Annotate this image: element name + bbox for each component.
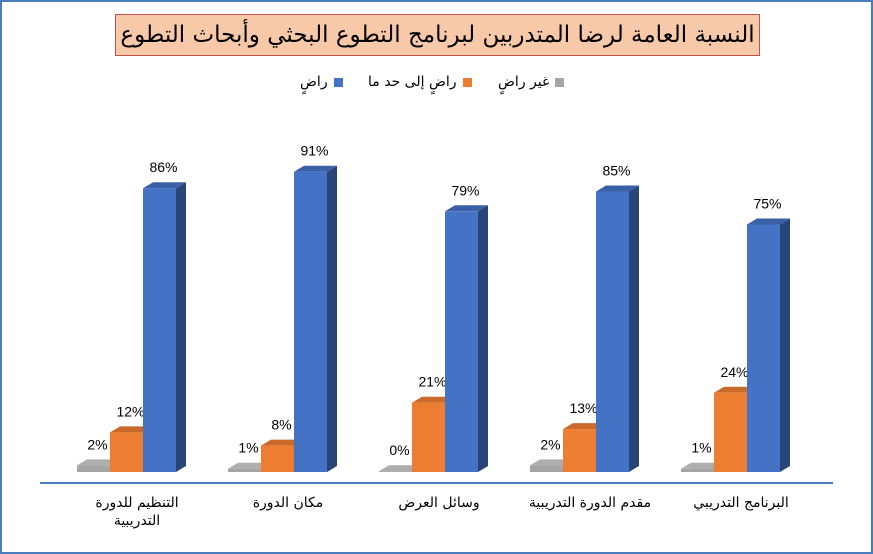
bar-organization-not-satisfied-top [77,459,120,466]
data-label-organization-satisfied: 86% [149,159,177,175]
category-label-presenter: مقدم الدورة التدريبية [528,495,652,511]
legend-swatch-somewhat-satisfied [462,77,472,87]
bar-training-program-not-satisfied-top [681,462,724,469]
bar-venue-satisfied [294,171,327,472]
bar-presentation-tools-not-satisfied [379,471,412,472]
data-label-presentation-tools-satisfied: 79% [451,182,479,198]
data-label-presenter-somewhat-satisfied: 13% [569,400,597,416]
chart-title: النسبة العامة لرضا المتدربين لبرنامج الت… [115,14,760,56]
legend-item-satisfied: راضٍ [300,70,343,94]
bar-presentation-tools-somewhat-satisfied-top [412,396,455,403]
legend-label-not-satisfied: غير راضٍ [498,74,550,90]
bar-organization-not-satisfied [77,465,110,472]
legend-label-satisfied: راضٍ [300,74,328,90]
bar-venue-somewhat-satisfied [261,445,294,472]
bar-training-program-somewhat-satisfied-top [714,386,757,393]
data-label-training-program-somewhat-satisfied: 24% [720,364,748,380]
bar-presentation-tools-somewhat-satisfied [412,402,445,472]
bar-organization-satisfied [143,188,176,472]
data-label-presenter-not-satisfied: 2% [540,436,560,452]
chart-title-text: النسبة العامة لرضا المتدربين لبرنامج الت… [120,22,755,48]
bar-presenter-satisfied-top [596,185,639,192]
legend-item-not-satisfied: غير راضٍ [498,70,565,94]
legend-label-somewhat-satisfied: راضٍ إلى حد ما [368,74,457,90]
data-label-organization-somewhat-satisfied: 12% [116,403,144,419]
legend-swatch-not-satisfied [555,77,565,87]
bar-training-program-satisfied [747,224,780,472]
bar-presentation-tools-satisfied-side [478,205,488,473]
bar-venue-not-satisfied-top [228,462,271,469]
bar-organization-satisfied-side [176,182,186,472]
bar-presenter-satisfied-side [629,185,639,472]
bar-venue-satisfied-side [327,165,337,472]
data-label-venue-satisfied: 91% [300,143,328,159]
bar-training-program-somewhat-satisfied [714,392,747,472]
bar-presenter-satisfied [596,191,629,472]
bar-venue-somewhat-satisfied-top [261,439,304,446]
data-label-presentation-tools-somewhat-satisfied: 21% [418,374,446,390]
bar-presentation-tools-satisfied-top [445,205,488,212]
bar-organization-somewhat-satisfied-top [110,426,153,433]
bar-training-program-satisfied-side [780,218,790,472]
bar-training-program-satisfied-top [747,218,790,225]
category-label-training-program: البرنامج التدريبي [693,495,789,511]
bar-presenter-somewhat-satisfied [563,429,596,472]
category-label-organization: التنظيم للدورة التدريبية [95,495,179,529]
bar-presentation-tools-satisfied [445,211,478,473]
legend-item-somewhat-satisfied: راضٍ إلى حد ما [368,70,472,94]
chart-legend: راضٍ راضٍ إلى حد ما غير راضٍ [0,70,873,94]
bar-training-program-not-satisfied [681,468,714,472]
data-label-training-program-satisfied: 75% [753,196,781,212]
data-label-venue-somewhat-satisfied: 8% [271,417,291,433]
bar-presenter-not-satisfied-top [530,459,573,466]
data-label-organization-not-satisfied: 2% [87,436,107,452]
bar-presenter-not-satisfied [530,465,563,472]
category-label-presentation-tools: وسائل العرض [398,495,480,511]
bar-organization-somewhat-satisfied [110,432,143,472]
category-label-venue: مكان الدورة [252,495,324,511]
data-label-training-program-not-satisfied: 1% [691,440,711,456]
data-label-presentation-tools-not-satisfied: 0% [389,442,409,458]
bar-presentation-tools-not-satisfied-top [379,465,422,472]
bar-venue-satisfied-top [294,165,337,172]
bar-organization-satisfied-top [143,182,186,189]
legend-swatch-satisfied [333,77,343,87]
bar-venue-not-satisfied [228,468,261,472]
data-label-presenter-satisfied: 85% [602,163,630,179]
data-label-venue-not-satisfied: 1% [238,440,258,456]
bar-presenter-somewhat-satisfied-top [563,423,606,430]
